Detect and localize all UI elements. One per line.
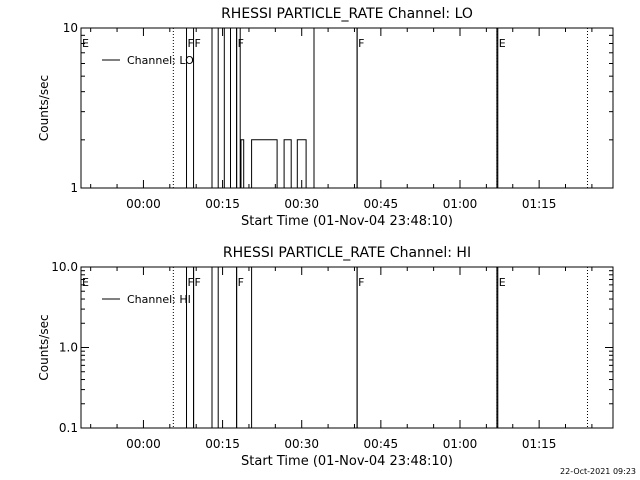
y-tick-label: 10.0 [51, 260, 78, 274]
footer-timestamp: 22-Oct-2021 09:23 [560, 467, 636, 476]
y-tick-label: 0.1 [59, 421, 78, 435]
series-line [211, 27, 498, 189]
annotation-label: E [82, 276, 89, 289]
annotation-label: E [499, 37, 506, 50]
annotation-label: F [358, 276, 364, 289]
chart-title: RHESSI PARTICLE_RATE Channel: LO [221, 6, 473, 22]
annotation-label: F [195, 37, 201, 50]
y-tick-label: 1.0 [59, 341, 78, 355]
x-tick-label: 01:15 [522, 197, 557, 211]
annotation-label: F [195, 276, 201, 289]
annotation-label: F [358, 37, 364, 50]
x-tick-label: 00:45 [364, 197, 399, 211]
y-tick-label: 1 [70, 181, 78, 195]
annotation-label: F [238, 37, 244, 50]
x-tick-label: 00:30 [284, 437, 319, 451]
y-tick-label: 10 [63, 21, 78, 35]
chart-title: RHESSI PARTICLE_RATE Channel: HI [223, 245, 471, 261]
annotation-label: E [82, 37, 89, 50]
x-tick-label: 00:00 [126, 197, 161, 211]
y-axis-label: Counts/sec [37, 314, 51, 380]
annotation-label: F [238, 276, 244, 289]
annotation-label: F [188, 276, 194, 289]
x-tick-label: 01:00 [443, 197, 478, 211]
annotation-label: F [188, 37, 194, 50]
legend-label: Channel: LO [127, 54, 194, 67]
x-tick-label: 00:15 [205, 197, 240, 211]
x-tick-label: 00:30 [284, 197, 319, 211]
panel-lo: RHESSI PARTICLE_RATE Channel: LO Start Ti… [37, 6, 614, 229]
x-tick-label: 00:15 [205, 437, 240, 451]
x-tick-label: 01:15 [522, 437, 557, 451]
x-tick-label: 00:45 [364, 437, 399, 451]
series-line [186, 266, 498, 429]
annotation-label: E [499, 276, 506, 289]
panel-hi: RHESSI PARTICLE_RATE Channel: HI Start Ti… [37, 245, 614, 469]
x-axis-label: Start Time (01-Nov-04 23:48:10) [241, 454, 453, 469]
x-tick-label: 00:00 [126, 437, 161, 451]
legend-label: Channel: HI [127, 293, 191, 306]
y-axis-label: Counts/sec [37, 75, 51, 141]
x-axis-label: Start Time (01-Nov-04 23:48:10) [241, 214, 453, 229]
x-tick-label: 01:00 [443, 437, 478, 451]
